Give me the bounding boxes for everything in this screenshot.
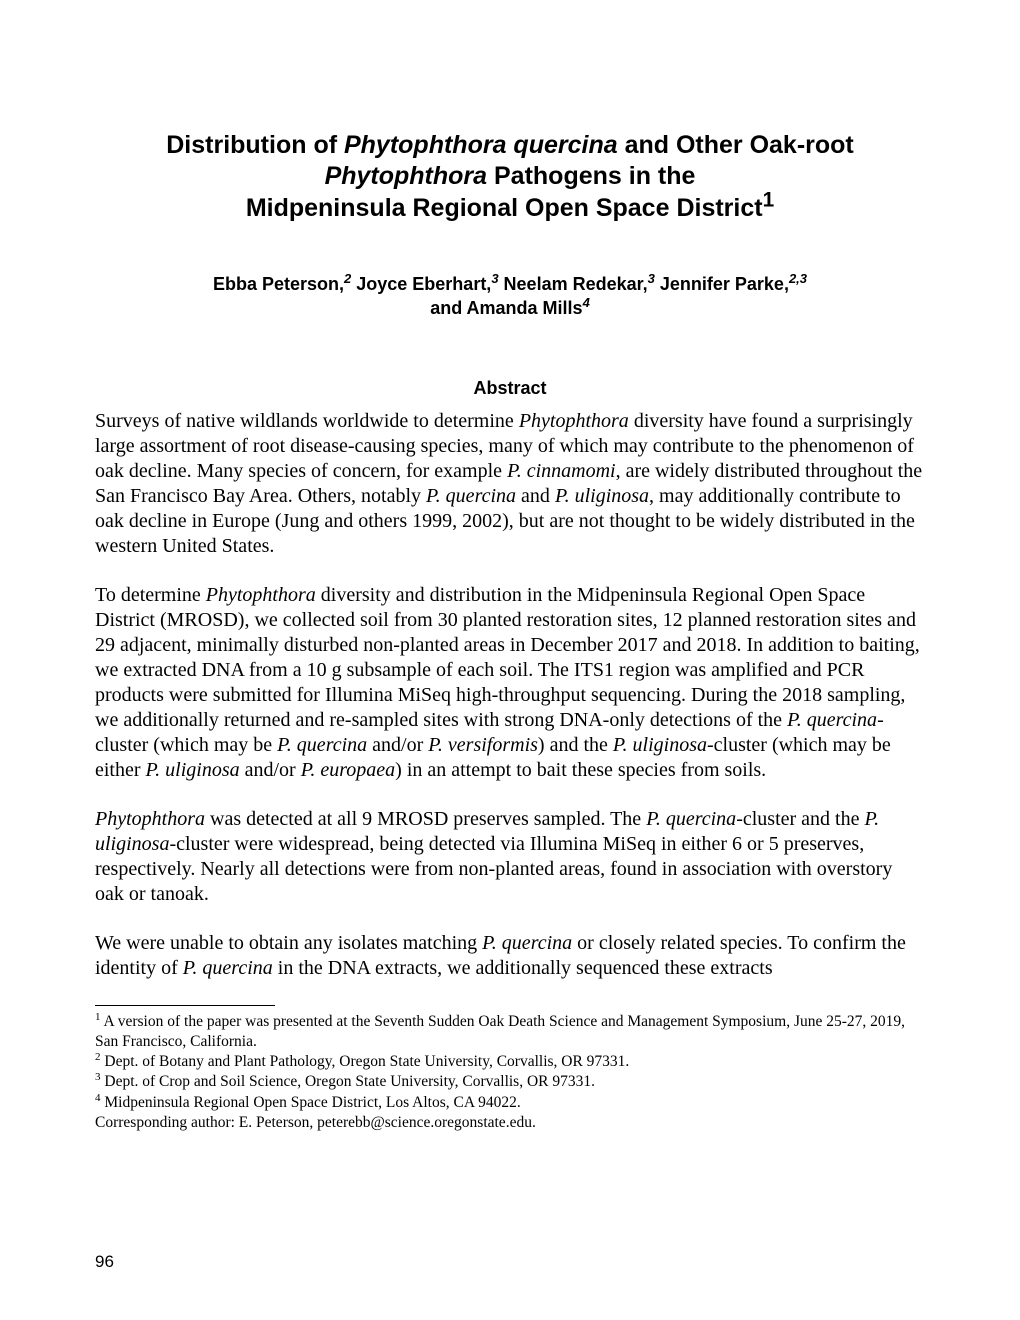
body-text: -cluster and the [736,808,864,830]
body-text: -cluster were widespread, being detected… [95,833,892,905]
body-text: in the DNA extracts [273,957,437,979]
title-text: Distribution of [166,131,344,159]
species-name: P. versiformis [428,734,538,756]
species-name: P. uliginosa [555,485,649,507]
species-name: Phytophthora [519,410,629,432]
species-name: P. quercina [787,709,877,731]
species-name: P. quercina [426,485,516,507]
footnote-text: A version of the paper was presented at … [95,1013,905,1049]
abstract-paragraph: We were unable to obtain any isolates ma… [95,931,925,981]
title-text: Midpeninsula Regional Open Space Distric… [246,194,763,222]
author-name: Neelam Redekar, [499,274,648,294]
paper-title: Distribution of Phytophthora quercina an… [95,130,925,224]
author-name: Joyce Eberhart, [351,274,491,294]
footnote: 2 Dept. of Botany and Plant Pathology, O… [95,1052,925,1071]
abstract-paragraph: Phytophthora was detected at all 9 MROSD… [95,807,925,907]
body-text: we additionally sequenced these extracts [442,957,772,979]
author-affil-ref: 4 [583,295,590,310]
abstract-heading: Abstract [95,378,925,399]
body-text: ) in an attempt to bait these species fr… [395,759,766,781]
body-text: ) and the [538,734,613,756]
author-affil-ref: 3 [648,271,655,286]
abstract-paragraph: Surveys of native wildlands worldwide to… [95,409,925,559]
species-name: P. cinnamomi [507,460,616,482]
title-em: Phytophthora quercina [344,131,618,159]
abstract-paragraph: To determine Phytophthora diversity and … [95,583,925,783]
species-name: P. quercina [646,808,736,830]
body-text: and [516,485,555,507]
species-name: Phytophthora [206,584,316,606]
body-text: and/or [367,734,428,756]
footnote: Corresponding author: E. Peterson, peter… [95,1113,925,1132]
footnote: 1 A version of the paper was presented a… [95,1012,925,1051]
species-name: P. quercina [183,957,273,979]
species-name: P. uliginosa [613,734,707,756]
footnote-text: Midpeninsula Regional Open Space Distric… [101,1094,521,1111]
author-name: Jennifer Parke, [655,274,789,294]
body-text: and/or [240,759,301,781]
species-name: Phytophthora [95,808,205,830]
author-name: and Amanda Mills [430,298,582,318]
footnote: 4 Midpeninsula Regional Open Space Distr… [95,1093,925,1112]
footnote-separator [95,1005,275,1006]
title-text: and Other Oak-root [618,131,854,159]
title-em: Phytophthora [325,162,488,190]
title-footnote-ref: 1 [763,188,775,211]
body-text: was detected at all 9 MROSD preserves sa… [205,808,646,830]
authors-block: Ebba Peterson,2 Joyce Eberhart,3 Neelam … [95,272,925,321]
footnote-text: Dept. of Crop and Soil Science, Oregon S… [101,1073,596,1090]
body-text: To determine [95,584,206,606]
species-name: P. europaea [301,759,395,781]
title-text: Pathogens in the [487,162,695,190]
author-affil-ref: 2,3 [789,271,807,286]
author-affil-ref: 3 [491,271,498,286]
species-name: P. quercina [482,932,572,954]
page-number: 96 [95,1252,114,1272]
footnote-text: Corresponding author: E. Peterson, peter… [95,1114,536,1131]
species-name: P. uliginosa [146,759,240,781]
body-text: We were unable to obtain any isolates ma… [95,932,482,954]
footnote: 3 Dept. of Crop and Soil Science, Oregon… [95,1072,925,1091]
species-name: P. quercina [277,734,367,756]
footnote-text: Dept. of Botany and Plant Pathology, Ore… [101,1053,630,1070]
body-text: Surveys of native wildlands worldwide to… [95,410,519,432]
author-name: Ebba Peterson, [213,274,344,294]
